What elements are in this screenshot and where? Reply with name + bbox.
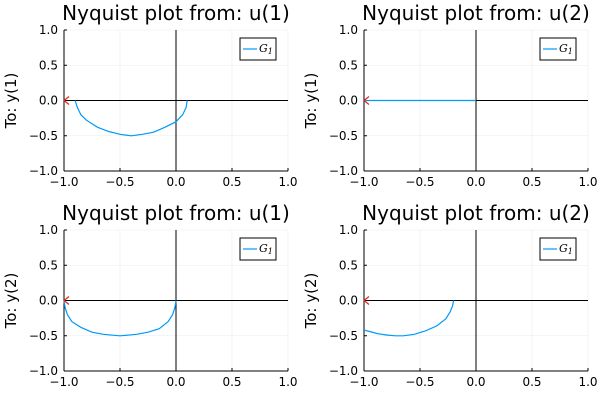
legend-box: [539, 237, 577, 261]
y-tick-label: 0.5: [39, 58, 58, 72]
y-tick-label: 1.0: [339, 223, 358, 237]
x-tick-label: 0.5: [522, 175, 541, 189]
subplot-4: −1.0 −0.5 0.0 0.5 1.0 −1.0 −0.5 0.0 0.5 1.0 Nyquis…: [302, 201, 598, 389]
y-tick-label: −0.5: [329, 329, 358, 343]
x-tick-label: −1.0: [49, 375, 78, 389]
x-tick-label: 0.0: [166, 175, 185, 189]
y-tick-label: 0.0: [39, 294, 58, 308]
critical-point-marker: [62, 295, 70, 306]
x-tick-label: 0.5: [222, 375, 241, 389]
y-axis-label: To: y(1): [302, 73, 320, 130]
x-tick-label: 1.0: [278, 175, 297, 189]
nyquist-curve: [63, 300, 177, 337]
y-tick-label: −1.0: [29, 364, 58, 378]
x-tick-label: 0.0: [466, 175, 485, 189]
subplot-title: Nyquist plot from: u(1): [62, 1, 290, 25]
y-tick-label: 0.5: [39, 258, 58, 272]
x-tick-label: −0.5: [405, 375, 434, 389]
critical-point-marker: [362, 295, 370, 306]
y-tick-label: 1.0: [39, 23, 58, 37]
critical-point-marker: [62, 95, 70, 106]
subplot-1: −1.0 −0.5 0.0 0.5 1.0 −1.0 −0.5 0.0 0.5 1.0 Nyquis…: [2, 1, 298, 189]
x-tick-label: −1.0: [349, 375, 378, 389]
y-tick-label: −0.5: [29, 329, 58, 343]
y-tick-label: −0.5: [29, 129, 58, 143]
y-tick-label: −1.0: [29, 164, 58, 178]
x-tick-label: 0.5: [522, 375, 541, 389]
x-tick-label: −1.0: [49, 175, 78, 189]
y-axis-label: To: y(1): [2, 73, 20, 130]
legend-box: [239, 37, 277, 61]
subplot-3: −1.0 −0.5 0.0 0.5 1.0 −1.0 −0.5 0.0 0.5 1.0 Nyquis…: [2, 201, 298, 389]
x-tick-label: 1.0: [578, 175, 597, 189]
y-axis-label: To: y(2): [2, 273, 20, 330]
y-tick-label: 0.0: [39, 94, 58, 108]
nyquist-curve: [363, 300, 455, 337]
subplot-2: −1.0 −0.5 0.0 0.5 1.0 −1.0 −0.5 0.0 0.5 1.0 Nyquis…: [302, 1, 598, 189]
x-tick-label: −0.5: [105, 375, 134, 389]
y-tick-label: 0.5: [339, 258, 358, 272]
y-tick-label: 0.5: [339, 58, 358, 72]
x-tick-label: 1.0: [578, 375, 597, 389]
subplot-title: Nyquist plot from: u(2): [362, 1, 590, 25]
y-tick-label: 0.0: [339, 294, 358, 308]
y-tick-label: −1.0: [329, 164, 358, 178]
y-tick-label: 1.0: [339, 23, 358, 37]
critical-point-marker: [362, 95, 370, 106]
y-tick-label: 1.0: [39, 223, 58, 237]
x-tick-label: −0.5: [105, 175, 134, 189]
legend-box: [539, 37, 577, 61]
y-tick-label: −0.5: [329, 129, 358, 143]
nyquist-curve: [74, 100, 188, 137]
subplot-title: Nyquist plot from: u(1): [62, 201, 290, 225]
x-tick-label: 0.0: [466, 375, 485, 389]
y-axis-label: To: y(2): [302, 273, 320, 330]
x-tick-label: 0.0: [166, 375, 185, 389]
x-tick-label: −1.0: [349, 175, 378, 189]
x-tick-label: −0.5: [405, 175, 434, 189]
x-tick-label: 0.5: [222, 175, 241, 189]
legend-box: [239, 237, 277, 261]
x-tick-label: 1.0: [278, 375, 297, 389]
y-tick-label: −1.0: [329, 364, 358, 378]
y-tick-label: 0.0: [339, 94, 358, 108]
subplot-title: Nyquist plot from: u(2): [362, 201, 590, 225]
